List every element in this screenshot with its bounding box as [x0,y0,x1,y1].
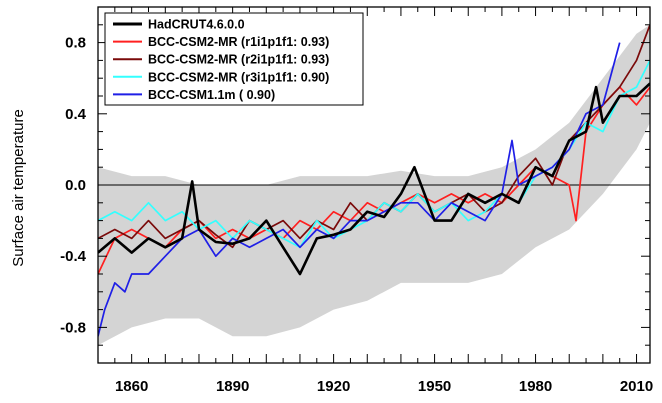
y-tick-label: 0.0 [65,177,86,194]
y-tick-label: 0.4 [65,106,87,123]
series-line-4 [98,42,621,337]
x-tick-label: 1980 [519,378,552,395]
y-tick-label: -0.8 [60,319,86,336]
legend-label-3: BCC-CSM2-MR (r3i1p1f1: 0.90) [148,70,329,84]
plot-area [98,24,650,346]
legend-label-4: BCC-CSM1.1m ( 0.90) [148,88,275,102]
x-tick-label: 1890 [216,378,249,395]
legend-box [104,12,364,106]
series-line-0 [98,82,650,276]
legend-label-1: BCC-CSM2-MR (r1i1p1f1: 0.93) [148,35,329,49]
x-tick-label: 1920 [317,378,350,395]
y-tick-label: -0.4 [60,248,87,265]
x-tick-label: 2010 [620,378,653,395]
x-tick-label: 1950 [418,378,451,395]
plot-clip-group [98,24,650,346]
y-tick-label: 0.8 [65,35,86,52]
axes: 1860 1890 1920 1950 1980 2010 -0.8 -0.4 0.0 0.4 0.… [60,6,653,395]
legend-label-2: BCC-CSM2-MR (r2i1p1f1: 0.93) [148,53,329,67]
y-axis-title: Surface air temperature [10,109,27,267]
x-tick-label: 1860 [115,378,148,395]
legend: HadCRUT4.6.0.0 BCC-CSM2-MR (r1i1p1f1: 0.9… [104,12,364,106]
legend-label-0: HadCRUT4.6.0.0 [148,18,245,32]
